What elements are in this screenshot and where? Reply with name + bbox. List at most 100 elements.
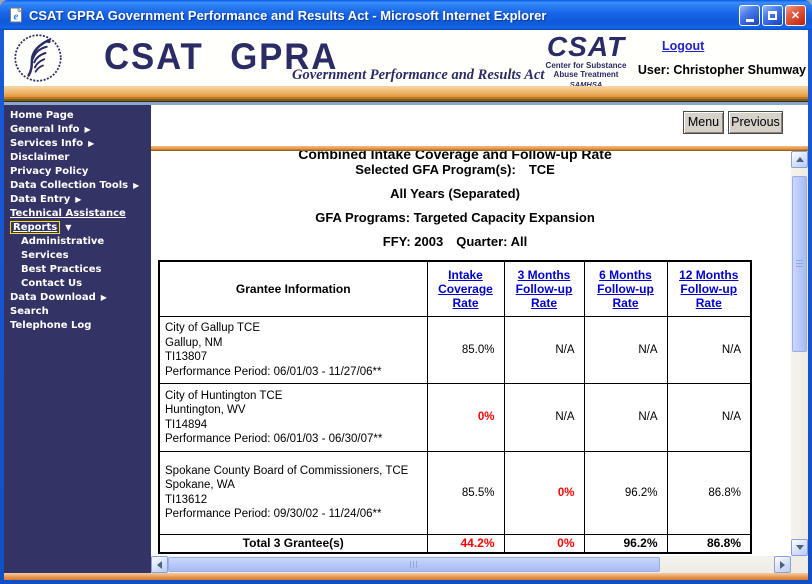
col-header-3-months-followup-link[interactable]: 3 Months Follow-up Rate (515, 267, 573, 310)
app-brand-title: CSAT GPRA (104, 36, 339, 77)
browser-client-area: CSAT GPRA Government Performance and Res… (4, 30, 808, 580)
rate-cell: 0% (503, 450, 585, 535)
close-button[interactable]: ✕ (785, 4, 806, 26)
app-brand-tagline: Government Performance and Results Act (292, 67, 545, 83)
title-bar[interactable]: e CSAT GPRA Government Performance and R… (0, 0, 812, 30)
sidebar-item-general-info[interactable]: General Info ▶ (10, 124, 91, 135)
rate-cell: 0% (426, 383, 505, 452)
scroll-right-button[interactable] (774, 556, 791, 573)
sidebar-item-data-collection-tools[interactable]: Data Collection Tools ▶ (10, 180, 140, 191)
sidebar-item-data-download[interactable]: Data Download ▶ (10, 292, 107, 303)
submenu-down-arrow-icon: ▼ (65, 223, 72, 232)
col-header-6-months-followup-link[interactable]: 6 Months Follow-up Rate (597, 267, 654, 310)
scroll-left-button[interactable] (151, 556, 168, 573)
filter-gfa-programs: GFA Programs: Targeted Capacity Expansio… (315, 210, 595, 225)
total-rate-cell: 44.2% (426, 533, 505, 554)
grantee-name: City of Huntington TCE (165, 389, 283, 402)
app-header: CSAT GPRA Government Performance and Res… (4, 30, 808, 89)
submenu-right-arrow-icon: ▶ (75, 195, 82, 204)
table-row: City of Huntington TCE Huntington, WV TI… (158, 383, 752, 452)
grantee-location: Gallup, NM (165, 336, 223, 349)
grantee-id: TI13807 (165, 351, 208, 363)
grantee-rates-table: Grantee Information Intake Coverage Rate… (158, 260, 752, 554)
vertical-scroll-thumb[interactable] (792, 176, 807, 352)
grantee-name: Spokane County Board of Commissioners, T… (165, 464, 409, 477)
col-header-12-months-followup-link[interactable]: 12 Months Follow-up Rate (679, 267, 739, 310)
total-rate-cell: 0% (503, 533, 585, 554)
minimize-button[interactable] (739, 4, 760, 26)
window-title: CSAT GPRA Government Performance and Res… (29, 7, 547, 23)
internet-explorer-icon: e (8, 7, 24, 23)
sidebar-item-privacy-policy[interactable]: Privacy Policy (10, 166, 89, 177)
submenu-right-arrow-icon: ▶ (84, 125, 91, 134)
grantee-location: Huntington, WV (165, 404, 246, 416)
csat-logo-line1: Center for Substance (545, 61, 627, 70)
submenu-right-arrow-icon: ▶ (133, 181, 140, 190)
horizontal-scroll-thumb[interactable] (168, 557, 660, 572)
sidebar-item-services-info[interactable]: Services Info ▶ (10, 138, 95, 149)
logged-in-user: User: Christopher Shumway (637, 63, 806, 77)
table-total-row: Total 3 Grantee(s) 44.2% 0% 96.2% 86.8% (158, 533, 752, 554)
horizontal-scrollbar[interactable] (151, 556, 791, 573)
grantee-performance-period: Performance Period: 06/01/03 - 06/30/07*… (165, 433, 383, 445)
sidebar-item-search[interactable]: Search (10, 306, 49, 317)
grantee-performance-period: Performance Period: 09/30/02 - 11/24/06*… (165, 508, 382, 521)
sidebar-item-home-page[interactable]: Home Page (10, 110, 74, 121)
table-row: Spokane County Board of Commissioners, T… (158, 450, 752, 535)
total-rate-cell: 86.8% (666, 533, 752, 554)
filter-ffy-quarter: FFY: 2003 Quarter: All (382, 234, 528, 249)
table-row: City of Gallup TCE Gallup, NM TI13807 Pe… (158, 315, 752, 384)
footer-stripe (4, 573, 808, 580)
sidebar-item-data-entry[interactable]: Data Entry ▶ (10, 194, 82, 205)
report-viewport: Combined Intake Coverage and Follow-up R… (151, 151, 791, 556)
svg-text:e: e (14, 11, 19, 23)
content-divider (151, 146, 808, 151)
rate-cell: 86.8% (666, 450, 752, 535)
previous-button[interactable]: Previous (728, 111, 783, 134)
rate-cell: N/A (503, 315, 585, 384)
sidebar-item-disclaimer[interactable]: Disclaimer (10, 152, 70, 163)
csat-logo-acronym: CSAT (546, 31, 626, 62)
rate-cell: N/A (666, 315, 752, 384)
scroll-down-button[interactable] (791, 539, 808, 556)
submenu-right-arrow-icon: ▶ (88, 139, 95, 148)
maximize-button[interactable] (762, 4, 783, 26)
sidebar-item-telephone-log[interactable]: Telephone Log (10, 320, 92, 331)
sidebar-item-administrative[interactable]: Administrative (21, 236, 105, 247)
csat-samhsa-logo: CSAT Center for Substance Abuse Treatmen… (538, 33, 634, 89)
col-header-grantee-information: Grantee Information (158, 260, 428, 317)
scroll-up-button[interactable] (791, 151, 808, 168)
csat-logo-samhsa: SAMHSA (569, 80, 603, 89)
csat-logo-line2: Abuse Treatment (553, 70, 619, 79)
grantee-name: City of Gallup TCE (165, 322, 261, 334)
rate-cell: 96.2% (583, 450, 668, 535)
sidebar-item-technical-assistance[interactable]: Technical Assistance (10, 208, 126, 219)
grantee-performance-period: Performance Period: 06/01/03 - 11/27/06*… (165, 365, 382, 378)
rate-cell: N/A (666, 383, 752, 452)
total-rate-cell: 96.2% (583, 533, 668, 554)
logout-link[interactable]: Logout (662, 39, 705, 53)
rate-cell: N/A (503, 383, 585, 452)
hhs-eagle-logo-icon (12, 33, 64, 88)
vertical-scrollbar[interactable] (791, 151, 808, 556)
sidebar-item-reports[interactable]: Reports ▼ (4, 221, 151, 235)
rate-cell: N/A (583, 383, 668, 452)
sidebar-nav: Home Page General Info ▶ Services Info ▶ D… (4, 105, 151, 573)
scrollbar-corner (791, 556, 808, 573)
submenu-right-arrow-icon: ▶ (100, 293, 107, 302)
sidebar-item-best-practices[interactable]: Best Practices (21, 264, 102, 275)
rate-cell: N/A (583, 315, 668, 384)
col-header-intake-coverage-rate-link[interactable]: Intake Coverage Rate (438, 267, 493, 310)
filter-selected-program: Selected GFA Program(s): TCE (355, 162, 555, 177)
header-stripe-band (4, 86, 808, 105)
sidebar-item-services[interactable]: Services (21, 250, 69, 261)
main-content: Menu Previous Combined Intake Coverage a… (151, 105, 808, 573)
grantee-location: Spokane, WA (165, 479, 235, 492)
sidebar-item-contact-us[interactable]: Contact Us (21, 278, 83, 289)
grantee-id: TI14894 (165, 418, 208, 431)
rate-cell: 85.0% (426, 315, 505, 384)
menu-button[interactable]: Menu (683, 111, 724, 134)
filter-years: All Years (Separated) (390, 186, 520, 201)
grantee-id: TI13612 (165, 493, 208, 506)
